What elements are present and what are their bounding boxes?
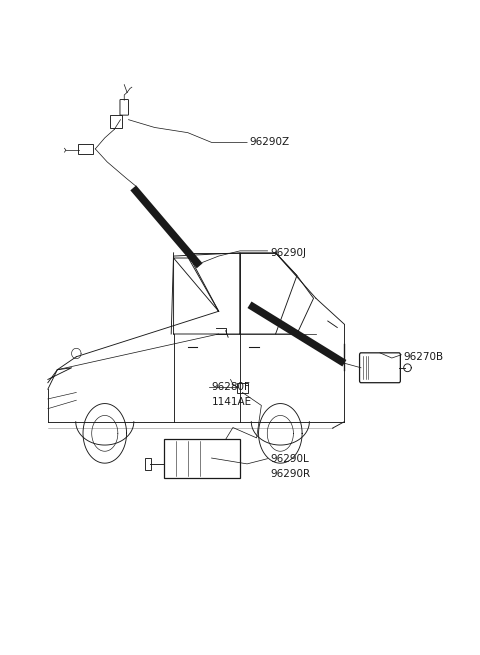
- Text: 96280F: 96280F: [212, 383, 251, 392]
- Text: 96270B: 96270B: [404, 352, 444, 362]
- Text: 96290R: 96290R: [271, 468, 311, 479]
- Text: 1141AE: 1141AE: [212, 397, 252, 407]
- Text: 96290Z: 96290Z: [250, 138, 289, 147]
- Text: 96290L: 96290L: [271, 454, 310, 464]
- Text: 96290J: 96290J: [271, 248, 307, 258]
